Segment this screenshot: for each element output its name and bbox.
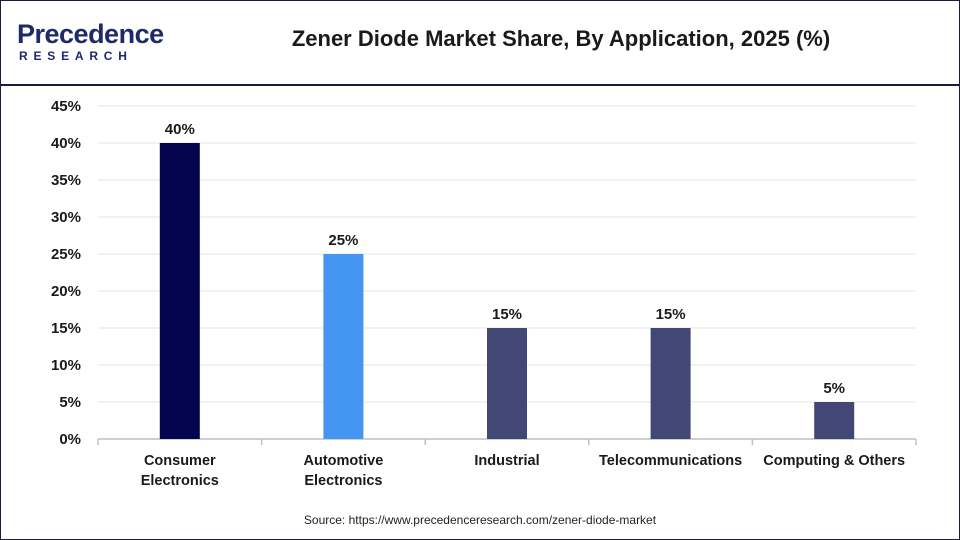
chart-title: Zener Diode Market Share, By Application… xyxy=(291,26,831,51)
data-label: 15% xyxy=(492,306,522,323)
header-divider xyxy=(1,84,959,86)
data-label: 40% xyxy=(165,121,195,138)
bar xyxy=(323,254,364,439)
y-tick-label: 20% xyxy=(51,283,81,300)
data-label: 25% xyxy=(328,232,358,249)
bar xyxy=(650,328,691,439)
y-tick-label: 35% xyxy=(51,172,81,189)
header: Precedence RESEARCH Zener Diode Market S… xyxy=(1,1,959,85)
x-tick-label: Consumer xyxy=(144,453,216,469)
y-tick-label: 0% xyxy=(59,431,81,448)
y-tick-label: 5% xyxy=(59,394,81,411)
brand-subname: RESEARCH xyxy=(19,49,133,63)
data-label: 15% xyxy=(656,306,686,323)
data-label: 5% xyxy=(823,380,845,397)
y-tick-label: 10% xyxy=(51,357,81,374)
chart-area: 0% 5% 10% 15% 20% 25% 30% 35% 40% 45% 40% Consumer E… xyxy=(0,86,960,506)
y-tick-label: 25% xyxy=(51,246,81,263)
x-tick-label: Computing & Others xyxy=(763,453,905,469)
source-note: Source: https://www.precedenceresearch.c… xyxy=(303,513,657,527)
x-tick-label: Industrial xyxy=(474,453,539,469)
y-tick-label: 40% xyxy=(51,135,81,152)
y-tick-label: 45% xyxy=(51,98,81,115)
x-tick-label: Electronics xyxy=(304,473,382,489)
y-tick-label: 30% xyxy=(51,209,81,226)
x-tick-label: Telecommunications xyxy=(599,453,742,469)
x-tick-label: Electronics xyxy=(141,473,219,489)
brand-logo: Precedence RESEARCH xyxy=(17,19,167,65)
brand-name: Precedence xyxy=(17,19,164,49)
y-tick-label: 15% xyxy=(51,320,81,337)
bar xyxy=(814,402,855,439)
bar xyxy=(487,328,527,439)
bar-chart: 0% 5% 10% 15% 20% 25% 30% 35% 40% 45% 40% Consumer E… xyxy=(51,98,917,489)
bar xyxy=(159,143,200,439)
x-tick-label: Automotive xyxy=(304,453,384,469)
